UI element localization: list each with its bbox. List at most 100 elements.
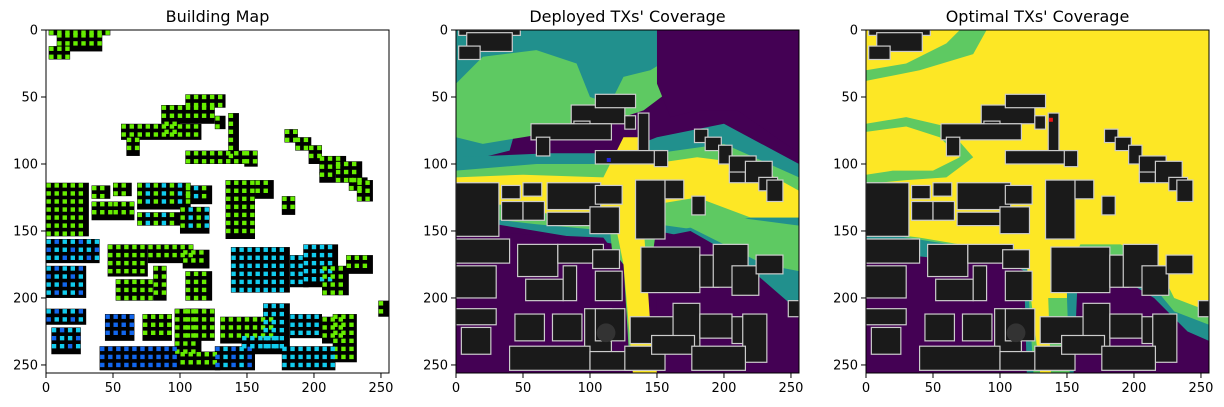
receiver-marker [51,335,57,341]
receiver-marker [306,346,311,352]
receiver-marker [330,290,335,295]
receiver-marker [255,188,260,193]
receiver-marker [191,258,196,263]
receiver-marker [303,277,309,282]
receiver-marker [193,309,199,314]
receiver-marker [172,252,177,258]
receiver-marker [346,255,352,260]
receiver-marker [322,362,327,368]
receiver-marker [121,191,126,196]
receiver-marker [226,212,231,218]
receiver-marker [319,252,325,258]
receiver-marker [209,102,215,108]
receiver-marker [268,317,274,322]
receiver-marker [124,354,129,360]
receiver-marker [215,116,220,121]
building [956,182,1012,211]
receiver-marker [209,325,215,330]
receiver-marker [220,333,226,338]
receiver-marker [282,346,287,352]
axes-frame [455,29,800,374]
receiver-marker [226,220,231,226]
receiver-marker [150,330,156,336]
receiver-marker [62,191,67,196]
receiver-marker [175,317,180,322]
receiver-marker [70,199,75,204]
receiver-marker [180,360,185,365]
receiver-marker [46,231,51,236]
receiver-marker [357,188,362,193]
receiver-marker [341,338,346,344]
receiver-marker [169,124,175,129]
receiver-marker [108,346,113,352]
receiver-marker [116,362,121,368]
receiver-marker [242,212,247,218]
receiver-marker [121,322,126,327]
receiver-marker [201,185,207,191]
receiver-marker [322,266,327,271]
receiver-marker [132,260,137,266]
receiver-marker [70,255,75,260]
receiver-marker [46,290,51,295]
receiver-marker [306,330,311,336]
receiver-marker [330,354,335,360]
building [460,326,492,355]
receiver-marker [54,231,59,236]
receiver-marker [100,193,105,199]
receiver-marker [306,322,311,327]
building [664,179,685,200]
receiver-marker [116,279,121,285]
building [924,313,956,342]
receiver-marker [242,196,247,202]
receiver-marker [185,295,191,301]
y-tick-label: 150 [833,224,858,239]
receiver-marker [62,266,67,271]
receiver-marker [54,274,59,279]
receiver-marker [46,266,51,271]
receiver-marker [295,145,301,151]
building [456,238,511,264]
building [940,123,1023,141]
receiver-marker [54,266,59,271]
building [535,136,551,157]
receiver-marker [97,41,102,46]
receiver-marker [322,274,327,279]
receiver-marker [290,346,295,352]
building [214,115,226,130]
receiver-marker [303,137,309,143]
receiver-marker [153,290,159,295]
receiver-marker [338,282,343,287]
receiver-marker [274,335,279,341]
receiver-marker [137,132,142,137]
receiver-marker [193,151,199,156]
building [522,200,546,221]
receiver-marker [129,330,134,336]
building [999,350,1041,371]
receiver-marker [271,279,276,285]
receiver-marker [75,344,81,349]
receiver-marker [142,322,148,327]
building [592,249,621,270]
building [640,246,701,294]
building [691,195,706,216]
receiver-marker [338,290,343,295]
receiver-marker [172,354,177,360]
receiver-marker [298,330,303,336]
receiver-marker [242,159,247,164]
x-tick-label: 50 [105,381,122,396]
receiver-marker [185,159,191,164]
receiver-marker [263,255,268,260]
y-tick-label: 250 [423,358,448,373]
receiver-marker [217,94,223,100]
receiver-marker [92,201,97,207]
receiver-marker [62,215,67,220]
receiver-marker [365,196,370,202]
receiver-marker [244,317,250,322]
receiver-marker [78,317,84,322]
receiver-marker [290,362,295,368]
receiver-marker [78,207,84,212]
receiver-marker [177,199,183,204]
receiver-marker [365,188,370,193]
x-tick-label: 100 [988,381,1013,396]
receiver-marker [153,124,159,129]
